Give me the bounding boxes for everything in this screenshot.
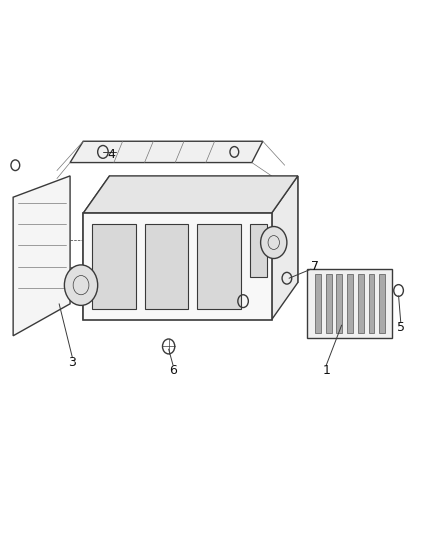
Polygon shape: [83, 176, 110, 320]
Polygon shape: [326, 274, 332, 333]
Polygon shape: [272, 176, 298, 320]
Polygon shape: [110, 176, 298, 282]
Polygon shape: [197, 224, 241, 309]
Polygon shape: [145, 224, 188, 309]
Polygon shape: [347, 274, 353, 333]
Polygon shape: [358, 274, 364, 333]
Polygon shape: [13, 176, 70, 336]
Polygon shape: [379, 274, 385, 333]
Polygon shape: [92, 224, 136, 309]
Polygon shape: [336, 274, 343, 333]
Text: 4: 4: [108, 148, 116, 161]
Polygon shape: [250, 224, 267, 277]
Polygon shape: [315, 274, 321, 333]
Text: 3: 3: [68, 356, 76, 369]
Polygon shape: [368, 274, 374, 333]
Polygon shape: [83, 213, 272, 320]
Polygon shape: [83, 176, 298, 213]
Polygon shape: [307, 269, 392, 338]
Polygon shape: [70, 141, 263, 163]
Text: 1: 1: [322, 364, 330, 377]
Text: 6: 6: [169, 364, 177, 377]
Text: 5: 5: [397, 321, 405, 334]
Circle shape: [261, 227, 287, 259]
Circle shape: [64, 265, 98, 305]
Text: 7: 7: [311, 260, 319, 273]
